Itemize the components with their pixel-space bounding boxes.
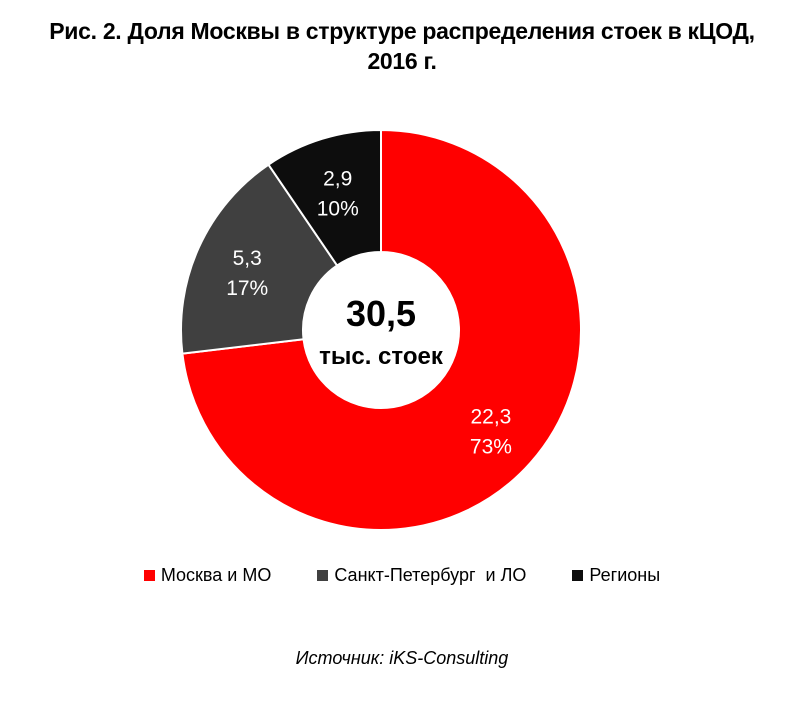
legend-label-regions: Регионы: [589, 565, 661, 585]
donut-slices: [180, 128, 582, 531]
legend-swatch-moscow: [143, 570, 155, 581]
legend-item-moscow: Москва и МО: [143, 565, 272, 586]
data-label-value-spb: 5,3: [233, 247, 262, 270]
legend-swatch-spb: [317, 570, 329, 581]
legend-label-moscow: Москва и МО: [160, 565, 272, 585]
chart-legend: Москва и МО Санкт-Петербург и ЛО Регионы: [0, 565, 804, 586]
slice-spb: [180, 163, 339, 355]
center-total-value: 30,5: [346, 293, 416, 334]
slice-moscow: [181, 128, 582, 531]
data-label-value-moscow: 22,3: [470, 406, 511, 429]
legend-swatch-regions: [572, 570, 584, 581]
data-label-percent-spb: 17%: [226, 277, 268, 300]
center-total-label: тыс. стоек: [319, 343, 444, 370]
legend-label-spb: Санкт-Петербург и ЛО: [334, 565, 527, 585]
legend-item-spb: Санкт-Петербург и ЛО: [317, 565, 526, 586]
data-label-value-regions: 2,9: [323, 168, 352, 191]
chart-title-line-2: 2016 г.: [367, 48, 437, 74]
source-note: Источник: iKS-Consulting: [295, 648, 509, 668]
slice-labels: 22,3 73% 5,3 17% 2,9 10%: [226, 168, 512, 459]
legend-item-regions: Регионы: [572, 565, 660, 586]
data-label-percent-moscow: 73%: [470, 436, 512, 459]
chart-title-line-1: Рис. 2. Доля Москвы в структуре распреде…: [49, 18, 755, 44]
chart-title: Рис. 2. Доля Москвы в структуре распреде…: [0, 16, 804, 76]
slice-regions: [267, 128, 382, 267]
data-label-percent-regions: 10%: [317, 198, 359, 221]
